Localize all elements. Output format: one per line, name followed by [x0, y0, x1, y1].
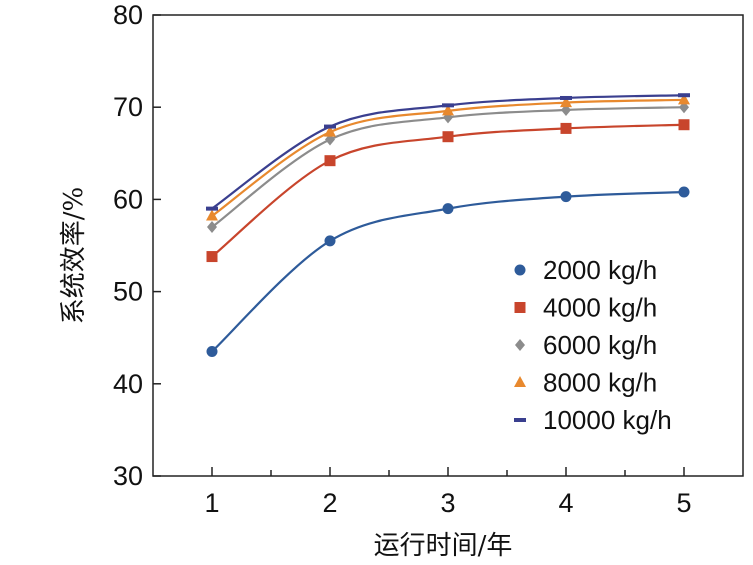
data-point: [324, 235, 336, 247]
data-point: [678, 93, 690, 105]
data-point: [442, 131, 454, 143]
data-point: [206, 209, 218, 221]
legend-marker: [514, 264, 526, 276]
data-point: [678, 186, 690, 198]
data-point: [560, 122, 572, 134]
y-tick-label: 50: [113, 277, 143, 307]
legend-label: 8000 kg/h: [543, 368, 657, 398]
series-line: [211, 106, 685, 228]
data-point: [678, 119, 690, 131]
y-tick-label: 70: [113, 92, 143, 122]
y-tick-label: 30: [113, 461, 143, 491]
y-tick-label: 80: [113, 0, 143, 30]
legend-label: 4000 kg/h: [543, 293, 657, 323]
data-point: [207, 221, 217, 234]
x-axis-title: 运行时间/年: [374, 531, 513, 561]
data-point: [442, 104, 454, 116]
legend-marker: [514, 302, 526, 313]
x-tick-label: 1: [204, 488, 219, 518]
data-point: [324, 125, 336, 137]
data-point: [560, 191, 572, 203]
legend-label: 2000 kg/h: [543, 255, 657, 285]
series-line: [211, 98, 685, 217]
data-point: [206, 251, 218, 263]
data-point: [206, 206, 218, 211]
x-tick-label: 5: [676, 488, 691, 518]
legend-marker: [515, 339, 525, 351]
x-axis: 1 2 3 4 5: [204, 467, 692, 518]
data-point: [442, 203, 454, 215]
series-line: [211, 123, 685, 258]
data-point: [324, 155, 336, 167]
series-layer: [206, 93, 690, 358]
series-4000-kg-per-h: [206, 119, 690, 263]
data-point: [324, 124, 336, 129]
data-point: [560, 95, 572, 100]
series-10000-kg-per-h: [206, 93, 690, 211]
series-8000-kg-per-h: [206, 93, 690, 221]
legend-label: 6000 kg/h: [543, 330, 657, 360]
x-tick-label: 4: [558, 488, 573, 518]
series-2000-kg-per-h: [206, 186, 690, 358]
x-tick-label: 3: [440, 488, 455, 518]
x-tick-label: 2: [322, 488, 337, 518]
data-point: [560, 96, 572, 108]
data-point: [442, 103, 454, 108]
data-point: [206, 346, 218, 358]
legend-label: 10000 kg/h: [543, 405, 672, 435]
y-axis-title: 系统效率/%: [59, 187, 89, 324]
y-tick-label: 60: [113, 184, 143, 214]
data-point: [678, 93, 690, 98]
legend-marker: [514, 376, 526, 387]
y-tick-label: 40: [113, 369, 143, 399]
legend: 2000 kg/h 4000 kg/h 6000 kg/h 8000 kg/h 1000…: [514, 255, 672, 435]
legend-marker: [514, 418, 526, 422]
y-axis: 30 40 50 60 70 80: [113, 0, 161, 491]
